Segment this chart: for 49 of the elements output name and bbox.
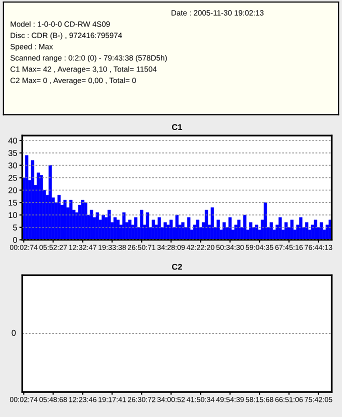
bar (90, 210, 94, 240)
bar (175, 214, 179, 240)
bar (108, 210, 111, 240)
bar (164, 222, 167, 240)
bar (140, 210, 144, 240)
bar (116, 220, 120, 240)
bar (146, 212, 150, 240)
y-tick-label: 35 (8, 150, 18, 156)
bar (210, 207, 214, 240)
bar (196, 220, 200, 240)
bar (216, 220, 220, 240)
y-tick-label: 15 (8, 200, 18, 206)
bar (181, 222, 184, 240)
y-tick-label: 5 (13, 224, 18, 230)
bar (320, 222, 324, 240)
bar (187, 217, 190, 240)
bar (48, 165, 52, 240)
bar (30, 160, 34, 240)
bar (128, 220, 132, 240)
chart-title: C1 (172, 124, 182, 130)
bar (25, 155, 28, 240)
bar (96, 212, 100, 240)
bar (69, 200, 72, 240)
y-tick-label: 20 (8, 187, 18, 194)
y-tick-label: 40 (8, 138, 18, 144)
bar (84, 202, 88, 240)
bar (122, 212, 126, 240)
bar (305, 222, 308, 240)
bar (134, 217, 138, 240)
bar (249, 222, 252, 240)
bar (158, 217, 161, 240)
bar (264, 202, 268, 240)
bar (290, 220, 294, 240)
bar (222, 222, 226, 240)
y-tick-label: 0 (13, 236, 18, 243)
bar (152, 220, 156, 240)
bar (278, 217, 282, 240)
bar (237, 220, 240, 240)
bar (40, 175, 44, 240)
bar (299, 217, 302, 240)
bar (243, 214, 246, 240)
bar (314, 220, 318, 240)
y-tick-label: 25 (8, 174, 18, 181)
text: C2 (172, 264, 182, 270)
bar (270, 222, 273, 240)
y-tick-label: 10 (8, 212, 18, 218)
bar (228, 217, 232, 240)
bar (204, 210, 208, 240)
y-tick-label: 30 (8, 162, 18, 168)
